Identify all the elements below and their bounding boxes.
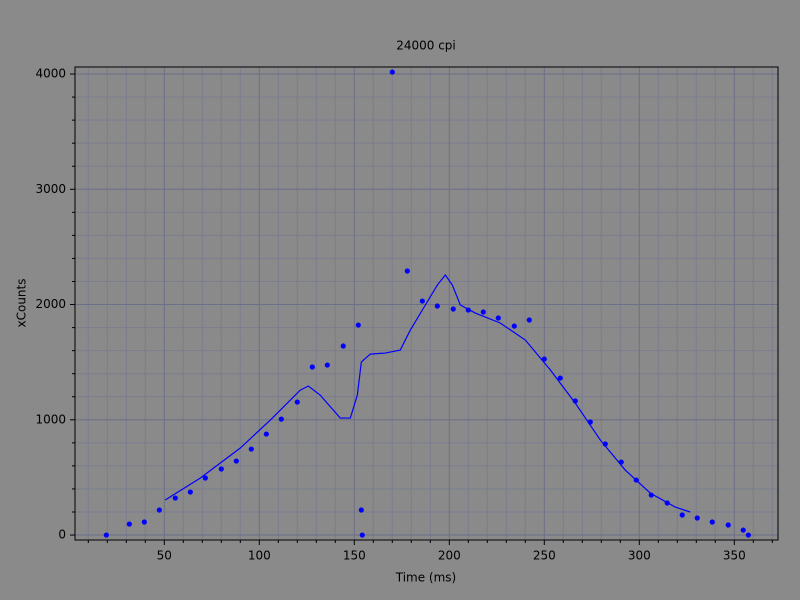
x-tick-label: 200 bbox=[438, 549, 461, 563]
data-point bbox=[450, 306, 456, 312]
data-point bbox=[294, 399, 300, 405]
data-point bbox=[309, 364, 315, 370]
chart-title: 24000 cpi bbox=[396, 39, 456, 53]
data-point bbox=[557, 375, 563, 381]
data-point bbox=[187, 489, 193, 495]
x-tick-label: 250 bbox=[533, 549, 556, 563]
y-tick-label: 1000 bbox=[35, 412, 66, 426]
data-point bbox=[278, 416, 284, 422]
plot-frame bbox=[74, 66, 779, 541]
data-point bbox=[358, 507, 364, 513]
data-point bbox=[263, 431, 269, 437]
data-point bbox=[126, 521, 132, 527]
y-axis-label: xCounts bbox=[15, 279, 29, 328]
data-point bbox=[709, 519, 715, 525]
data-point bbox=[355, 322, 361, 328]
data-point bbox=[694, 515, 700, 521]
data-point bbox=[324, 362, 330, 368]
data-point bbox=[495, 315, 501, 321]
data-point bbox=[141, 519, 147, 525]
x-tick-label: 300 bbox=[628, 549, 651, 563]
data-point bbox=[740, 527, 746, 533]
x-tick-label: 150 bbox=[343, 549, 366, 563]
data-point bbox=[103, 532, 109, 538]
data-point bbox=[745, 532, 751, 538]
data-point bbox=[434, 303, 440, 309]
data-point bbox=[202, 475, 208, 481]
y-tick-label: 4000 bbox=[35, 67, 66, 81]
x-tick-label: 50 bbox=[157, 549, 172, 563]
data-point bbox=[172, 495, 178, 501]
y-tick-label: 3000 bbox=[35, 182, 66, 196]
data-point bbox=[511, 323, 517, 329]
x-axis-label: Time (ms) bbox=[395, 571, 457, 585]
data-point bbox=[156, 507, 162, 513]
data-point bbox=[679, 512, 685, 518]
fit-line bbox=[164, 274, 691, 513]
x-tick-label: 350 bbox=[723, 549, 746, 563]
data-point bbox=[389, 69, 395, 75]
y-tick-label: 2000 bbox=[35, 297, 66, 311]
data-point bbox=[419, 298, 425, 304]
data-point bbox=[218, 466, 224, 472]
data-point bbox=[404, 268, 410, 274]
data-point bbox=[233, 458, 239, 464]
data-point bbox=[526, 317, 532, 323]
data-point bbox=[359, 532, 365, 538]
data-point bbox=[340, 343, 346, 349]
data-point bbox=[725, 522, 731, 528]
data-point bbox=[248, 446, 254, 452]
data-point bbox=[480, 309, 486, 315]
y-tick-label: 0 bbox=[58, 528, 66, 542]
x-tick-label: 100 bbox=[248, 549, 271, 563]
